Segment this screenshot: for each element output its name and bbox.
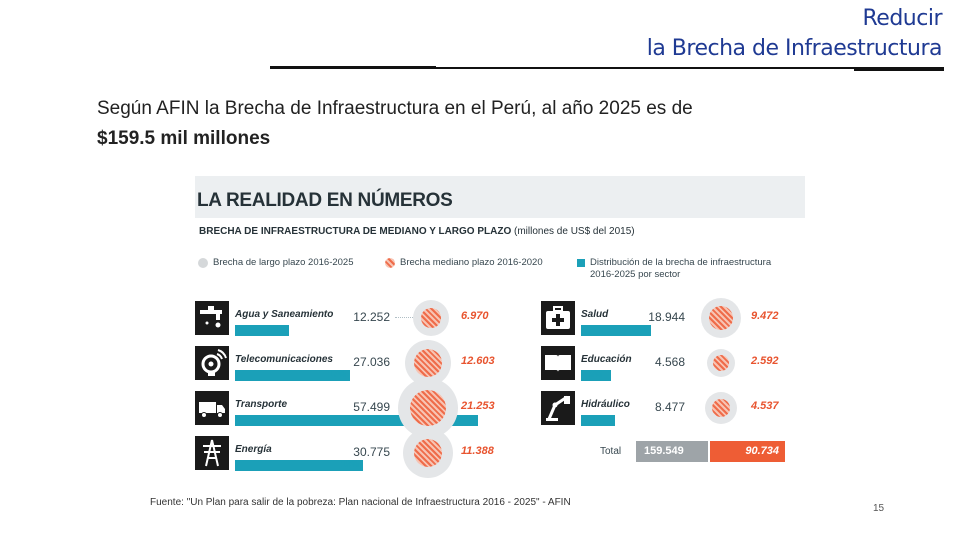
title-line-1: Reducir (862, 6, 943, 31)
medium-term-value: 6.970 (461, 310, 489, 322)
share-bar (235, 370, 350, 381)
legend-long-term-label: Brecha de largo plazo 2016-2025 (213, 257, 354, 268)
legend-medium-term-label: Brecha mediano plazo 2016-2020 (400, 257, 543, 268)
sector-row: Hidráulico 5% 8.477 4.537 (541, 391, 801, 426)
share-percent: 19% (341, 459, 360, 469)
sector-row: Energía 19% 30.775 11.388 (195, 428, 495, 478)
subtitle-text: Según AFIN la Brecha de Infraestructura … (97, 98, 693, 119)
title-line-2: la Brecha de Infraestructura (646, 36, 943, 61)
share-percent: 3% (589, 369, 603, 379)
medium-term-value: 4.537 (751, 400, 779, 412)
legend-distribution-line-1: Distribución de la brecha de infraestruc… (590, 257, 772, 268)
share-bar (581, 370, 611, 381)
medium-term-circle (709, 306, 733, 330)
long-term-value: 4.568 (654, 355, 685, 369)
sector-name: Educación (581, 354, 632, 365)
subtitle-amount: $159.5 mil millones (97, 128, 271, 149)
subheading-units: (millones de US$ del 2015) (514, 226, 635, 237)
share-bar (235, 415, 478, 426)
dotted-leader (395, 317, 415, 318)
share-bar (581, 415, 615, 426)
long-term-value: 8.477 (654, 400, 685, 414)
sector-row: Telecomunicaciones 17% 27.036 12.603 (195, 340, 495, 386)
satellite-dish-icon (195, 346, 229, 380)
medium-term-value: 21.253 (461, 400, 495, 412)
total-medium-term: 90.734 (710, 441, 785, 462)
legend-distribution: Distribución de la brecha de infraestruc… (577, 257, 771, 281)
infographic: LA REALIDAD EN NÚMEROS BRECHA DE INFRAES… (195, 176, 805, 478)
hydraulic-crane-icon (541, 391, 575, 425)
medium-term-value: 2.592 (751, 355, 779, 367)
share-percent: 8% (267, 324, 281, 334)
medium-term-value: 12.603 (461, 355, 495, 367)
water-tap-icon (195, 301, 229, 335)
sector-name: Salud (581, 309, 609, 320)
long-term-value: 57.499 (353, 400, 390, 414)
teal-square-icon (577, 259, 585, 267)
book-icon (541, 346, 575, 380)
sector-name: Agua y Saneamiento (235, 309, 334, 320)
medium-term-circle (713, 355, 729, 371)
medium-term-value: 9.472 (751, 310, 779, 322)
sector-name: Hidráulico (581, 399, 630, 410)
share-percent: 17% (328, 369, 347, 379)
sector-name: Energía (235, 444, 272, 455)
source-note: Fuente: "Un Plan para salir de la pobrez… (150, 497, 571, 508)
title-rule-main (436, 67, 944, 69)
legend-distribution-line-2: 2016-2025 por sector (590, 269, 681, 280)
long-term-value: 30.775 (353, 445, 390, 459)
share-percent: 5% (593, 414, 607, 424)
slide-title: Reducir la Brecha de Infraestructura (646, 4, 943, 64)
legend-long-term: Brecha de largo plazo 2016-2025 (198, 257, 354, 268)
long-term-value: 18.944 (648, 310, 685, 324)
total-long-term: 159.549 (636, 441, 708, 462)
title-rule-right (854, 68, 944, 71)
medium-term-circle (712, 399, 730, 417)
legend-distribution-label: Distribución de la brecha de infraestruc… (590, 257, 771, 281)
medium-term-circle (410, 390, 446, 426)
long-term-value: 12.252 (353, 310, 390, 324)
infographic-subheading: BRECHA DE INFRAESTRUCTURA DE MEDIANO Y L… (199, 226, 635, 237)
sector-row: Educación 3% 4.568 2.592 (541, 346, 801, 381)
medium-term-value: 11.388 (461, 445, 494, 457)
medical-kit-icon (541, 301, 575, 335)
hatched-dot-icon (385, 258, 395, 268)
slide-subtitle: Según AFIN la Brecha de Infraestructura … (97, 94, 817, 154)
sector-name: Transporte (235, 399, 288, 410)
long-term-value: 27.036 (353, 355, 390, 369)
share-bar (235, 460, 363, 471)
title-rule-left (270, 66, 436, 69)
share-bar (235, 325, 289, 336)
share-percent: 36% (456, 414, 475, 424)
sector-name: Telecomunicaciones (235, 354, 333, 365)
infographic-header-band (195, 176, 805, 218)
infographic-heading: LA REALIDAD EN NÚMEROS (197, 190, 453, 211)
share-percent: 12% (629, 324, 648, 334)
legend-medium-term: Brecha mediano plazo 2016-2020 (385, 257, 543, 268)
medium-term-circle (421, 308, 441, 328)
total-label: Total (600, 446, 622, 457)
sector-row: Salud 12% 18.944 9.472 (541, 298, 801, 338)
share-bar (581, 325, 651, 336)
page-number: 15 (873, 503, 885, 514)
subheading-text: BRECHA DE INFRAESTRUCTURA DE MEDIANO Y L… (199, 226, 512, 237)
power-tower-icon (195, 436, 229, 470)
medium-term-circle (414, 439, 442, 467)
gray-dot-icon (198, 258, 208, 268)
truck-icon (195, 391, 229, 425)
medium-term-circle (414, 349, 442, 377)
sector-row: Transporte 36% 57.499 21.253 (195, 378, 495, 438)
sector-row: Agua y Saneamiento 8% 12.252 6.970 (195, 300, 495, 336)
